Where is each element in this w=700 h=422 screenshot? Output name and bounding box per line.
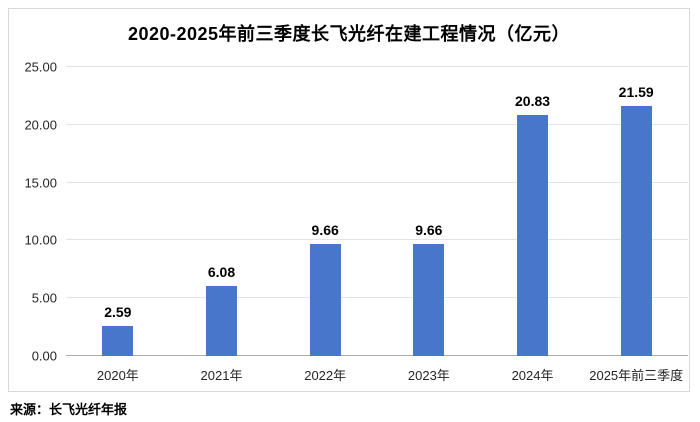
x-axis-line <box>66 355 688 356</box>
bar-column: 21.59 <box>584 67 688 356</box>
bar-column: 2.59 <box>66 67 170 356</box>
bar-column: 9.66 <box>377 67 481 356</box>
bar-wrap: 2.59 <box>102 304 134 356</box>
chart-title: 2020-2025年前三季度长飞光纤在建工程情况（亿元） <box>127 24 571 44</box>
bar-column: 20.83 <box>481 67 585 356</box>
gridline <box>66 297 688 299</box>
y-tick-label: 20.00 <box>24 117 57 133</box>
plot-area: 0.00 5.00 10.00 15.00 20.00 25.00 2.59 6.08 9.6… <box>24 60 688 364</box>
y-tick-label: 15.00 <box>24 175 57 191</box>
x-category-label: 2022年 <box>304 368 347 383</box>
bar-wrap: 21.59 <box>619 84 654 356</box>
bar-wrap: 9.66 <box>413 222 445 356</box>
gridline <box>66 239 688 241</box>
bar-value-label: 9.66 <box>415 222 443 239</box>
bar <box>413 244 445 356</box>
bar-value-label: 6.08 <box>207 263 236 280</box>
y-tick-label: 25.00 <box>24 59 57 75</box>
bar-wrap: 20.83 <box>515 93 550 356</box>
source-caption: 来源：长飞光纤年报 <box>10 402 128 417</box>
bar <box>102 326 134 356</box>
y-tick-label: 10.00 <box>24 232 57 248</box>
bar <box>620 106 652 356</box>
gridline <box>66 123 688 125</box>
bar-value-label: 20.83 <box>514 93 551 110</box>
x-category-label: 2025年前三季度 <box>589 368 684 383</box>
bar-wrap: 9.66 <box>309 222 341 356</box>
bar <box>517 115 549 356</box>
gridline <box>66 181 688 183</box>
bar-value-label: 21.59 <box>618 84 654 101</box>
bar <box>206 285 237 356</box>
gridline <box>66 66 688 67</box>
bars-layer: 2.59 6.08 9.66 9.66 20.83 21.59 <box>66 67 688 356</box>
bar-wrap: 6.08 <box>206 264 237 356</box>
bar-value-label: 2.59 <box>104 304 132 321</box>
y-tick-label: 0.00 <box>31 348 57 364</box>
x-category-label: 2020年 <box>96 368 139 383</box>
x-category-label: 2021年 <box>200 368 243 383</box>
y-tick-label: 5.00 <box>31 290 57 306</box>
bar-column: 6.08 <box>170 67 274 356</box>
bar <box>309 244 341 356</box>
x-category-label: 2023年 <box>407 368 450 383</box>
x-category-label: 2024年 <box>511 368 554 383</box>
bar-value-label: 9.66 <box>311 222 339 239</box>
x-axis-labels: 2020年 2021年 2022年 2023年 2024年 2025年前三季度 <box>66 365 688 384</box>
chart-container: 2020-2025年前三季度长飞光纤在建工程情况（亿元） 0.00 5.00 10.… <box>8 8 690 392</box>
bar-column: 9.66 <box>273 67 377 356</box>
